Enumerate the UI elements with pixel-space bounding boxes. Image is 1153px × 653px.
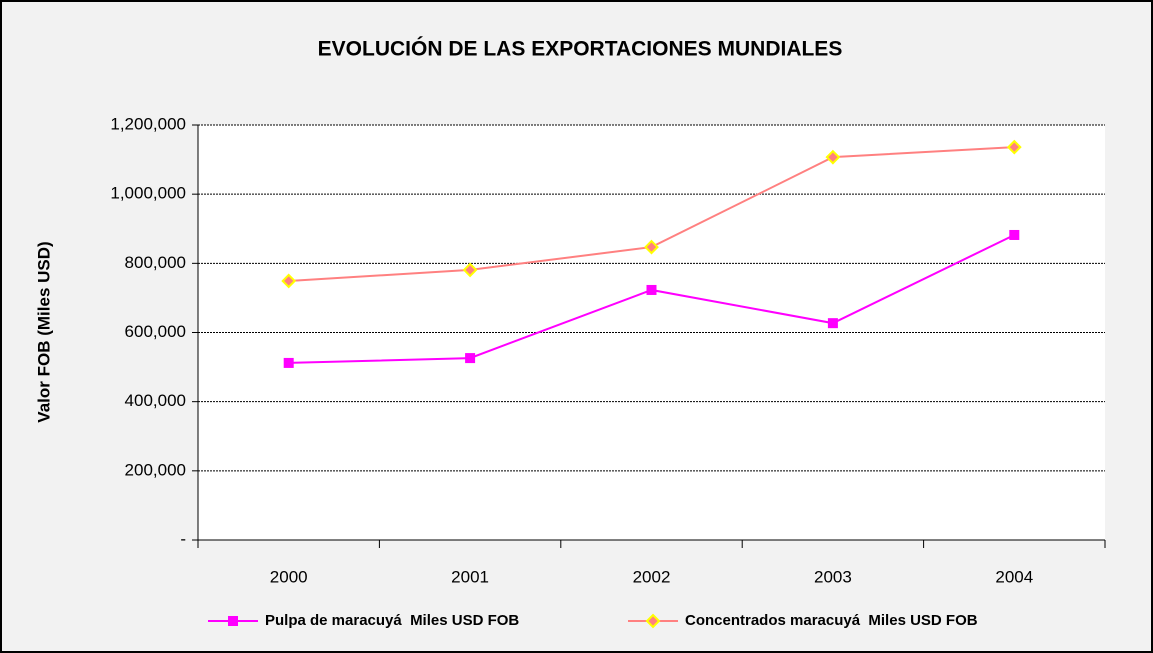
chart-title: EVOLUCIÓN DE LAS EXPORTACIONES MUNDIALES bbox=[318, 37, 843, 61]
data-point bbox=[1009, 229, 1020, 240]
y-axis-title: Valor FOB (Miles USD) bbox=[34, 241, 53, 422]
y-tick-label: - bbox=[180, 529, 186, 548]
x-tick-label: 2003 bbox=[814, 567, 852, 586]
legend-label: Pulpa de maracuyá Miles USD FOB bbox=[265, 612, 519, 629]
data-point bbox=[1006, 139, 1022, 155]
y-tick-label: 400,000 bbox=[125, 391, 186, 410]
data-point bbox=[465, 353, 476, 364]
data-point bbox=[825, 149, 841, 165]
y-tick-label: 1,200,000 bbox=[110, 114, 186, 133]
y-tick-label: 1,000,000 bbox=[110, 184, 186, 203]
x-tick-label: 2002 bbox=[633, 567, 671, 586]
data-point bbox=[646, 284, 657, 295]
legend-marker bbox=[645, 613, 661, 629]
data-point bbox=[283, 357, 294, 368]
data-point bbox=[827, 318, 838, 329]
y-tick-label: 600,000 bbox=[125, 322, 186, 341]
y-tick-label: 200,000 bbox=[125, 460, 186, 479]
x-tick-label: 2001 bbox=[451, 567, 489, 586]
x-tick-label: 2000 bbox=[270, 567, 308, 586]
y-tick-label: 800,000 bbox=[125, 253, 186, 272]
data-point bbox=[281, 273, 297, 289]
legend-marker bbox=[228, 616, 238, 626]
x-tick-label: 2004 bbox=[995, 567, 1033, 586]
data-point bbox=[462, 262, 478, 278]
data-point bbox=[644, 239, 659, 255]
legend-label: Concentrados maracuyá Miles USD FOB bbox=[685, 612, 978, 629]
